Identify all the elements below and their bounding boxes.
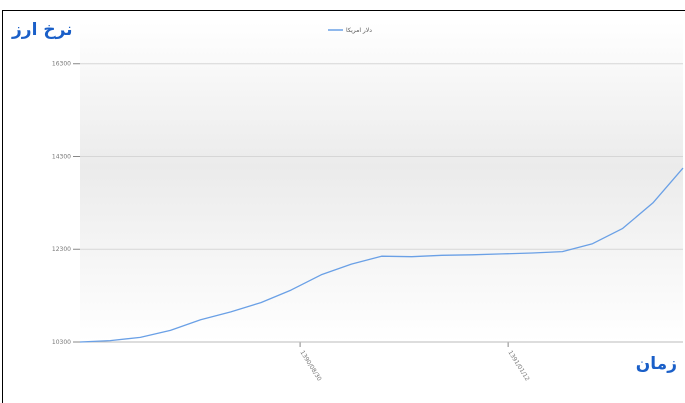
series-group <box>79 167 684 343</box>
x-tick-label: 1390/08/30 <box>298 349 322 382</box>
y-tick-label: 10300 <box>52 339 71 346</box>
chart-frame <box>2 10 685 403</box>
y-tick-label: 16300 <box>52 61 71 68</box>
x-axis-ticks: 1390/08/30 1391/01/12 <box>298 342 531 383</box>
y-axis-title: نرخ ارز <box>12 20 73 40</box>
x-axis-title: زمان <box>635 354 677 374</box>
plot-background <box>80 22 683 342</box>
series-line-usd <box>79 167 684 343</box>
gridlines <box>80 63 683 250</box>
y-tick-label: 12300 <box>52 246 71 253</box>
legend[interactable]: دلار امریکا <box>328 27 372 34</box>
x-tick-label: 1391/01/12 <box>506 349 530 382</box>
y-tick-label: 14300 <box>52 153 71 160</box>
legend-label: دلار امریکا <box>346 27 372 34</box>
y-axis-ticks: 10300 12300 14300 16300 <box>52 61 80 346</box>
